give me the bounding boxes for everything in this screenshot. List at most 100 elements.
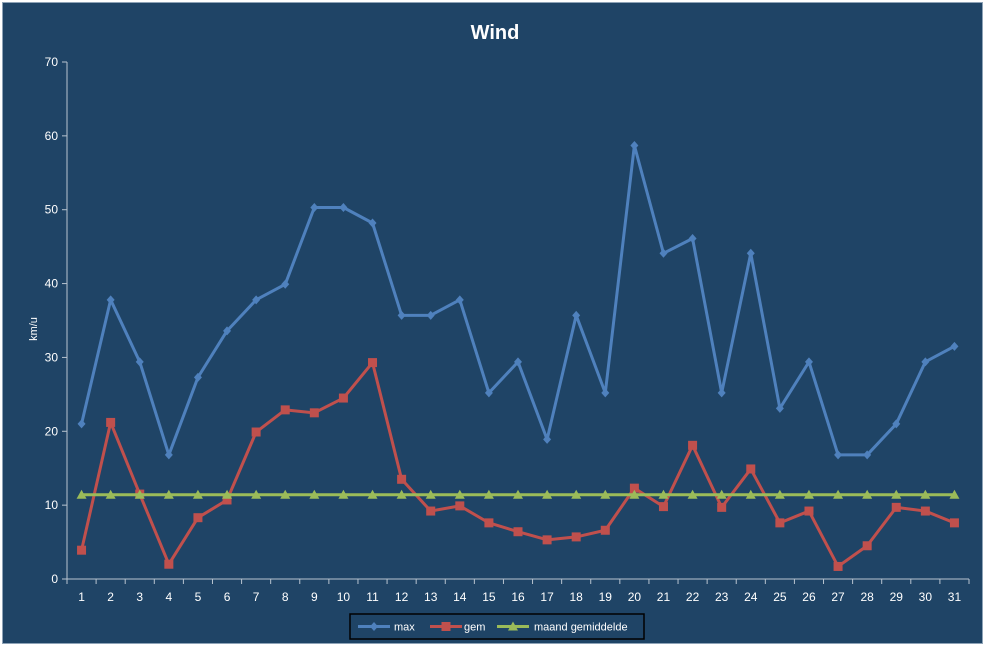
data-point [920, 506, 930, 516]
data-point [454, 489, 465, 499]
data-point [629, 483, 639, 493]
data-point [775, 403, 784, 413]
data-point [426, 506, 436, 516]
data-point [280, 489, 291, 499]
data-point [251, 427, 261, 437]
legend-item: maand gemiddelde [497, 621, 628, 634]
data-point [746, 464, 756, 474]
data-point [106, 295, 115, 305]
data-point [367, 489, 378, 499]
data-point [251, 489, 262, 499]
data-point [629, 489, 640, 499]
data-point [833, 561, 843, 571]
x-tick-label: 17 [540, 590, 554, 604]
y-tick-label: 70 [45, 55, 59, 69]
series-line [80, 143, 956, 457]
x-tick-label: 18 [570, 590, 584, 604]
data-point [484, 518, 494, 528]
data-point [483, 489, 494, 499]
data-point [280, 405, 290, 415]
data-point [252, 295, 261, 305]
legend-marker [441, 622, 451, 631]
legend-label: gem [464, 622, 485, 634]
x-tick-label: 28 [860, 590, 874, 604]
data-point [513, 489, 523, 499]
x-tick-label: 22 [686, 590, 700, 604]
x-tick-label: 29 [890, 590, 904, 604]
x-tick-label: 2 [107, 590, 114, 604]
data-point [368, 218, 377, 228]
data-point [77, 545, 87, 555]
x-tick-label: 20 [628, 590, 642, 604]
data-point [601, 388, 610, 398]
x-tick-label: 21 [657, 590, 671, 604]
data-point [396, 489, 407, 499]
data-point [281, 279, 290, 289]
series-max [77, 140, 959, 460]
data-point [310, 202, 319, 212]
data-point [192, 489, 203, 499]
data-point [222, 489, 233, 499]
data-point [455, 501, 465, 511]
data-point [949, 518, 959, 528]
legend-item: gem [430, 622, 485, 634]
legend-marker [508, 621, 518, 631]
legend-label: max [394, 622, 415, 634]
data-point [921, 357, 930, 367]
x-tick-label: 26 [802, 590, 816, 604]
chart-title: Wind [471, 22, 520, 44]
data-point [338, 489, 349, 499]
x-tick-label: 24 [744, 590, 758, 604]
data-point [600, 525, 610, 535]
data-point [774, 489, 785, 499]
data-point [426, 310, 435, 320]
x-tick-label: 5 [195, 590, 202, 604]
data-point [716, 489, 727, 499]
y-tick-label: 20 [45, 424, 59, 438]
data-point [397, 474, 407, 484]
data-point [659, 248, 668, 258]
series-group [76, 140, 960, 571]
data-point [950, 341, 959, 351]
series-gem [77, 358, 959, 571]
data-point [862, 489, 873, 499]
data-point [658, 502, 668, 512]
data-point [630, 140, 639, 150]
data-point [484, 388, 493, 398]
data-point [571, 532, 581, 542]
y-tick-label: 0 [51, 572, 58, 586]
x-tick-label: 19 [599, 590, 613, 604]
data-point [658, 489, 669, 499]
x-tick-label: 23 [715, 590, 729, 604]
data-point [455, 295, 464, 305]
data-point [106, 417, 116, 427]
data-point [746, 248, 755, 258]
x-tick-label: 6 [224, 590, 231, 604]
data-point [163, 489, 174, 499]
data-point [76, 489, 87, 499]
x-tick-label: 4 [165, 590, 172, 604]
legend-label: maand gemiddelde [534, 622, 628, 634]
data-point [863, 450, 872, 460]
data-point [804, 506, 814, 516]
data-point [804, 357, 813, 367]
data-point [920, 489, 931, 499]
data-point [368, 358, 378, 368]
data-point [105, 489, 116, 499]
data-point [775, 518, 785, 528]
data-point [571, 489, 582, 499]
data-point [339, 202, 348, 212]
data-point [834, 450, 843, 460]
x-tick-label: 10 [337, 590, 351, 604]
x-tick-label: 13 [424, 590, 438, 604]
x-tick-label: 1 [78, 590, 85, 604]
data-point [397, 310, 406, 320]
data-point [513, 527, 523, 537]
data-point [222, 495, 232, 505]
data-point [688, 234, 697, 244]
data-point [77, 419, 86, 429]
x-tick-label: 25 [773, 590, 787, 604]
x-tick-label: 31 [948, 590, 962, 604]
